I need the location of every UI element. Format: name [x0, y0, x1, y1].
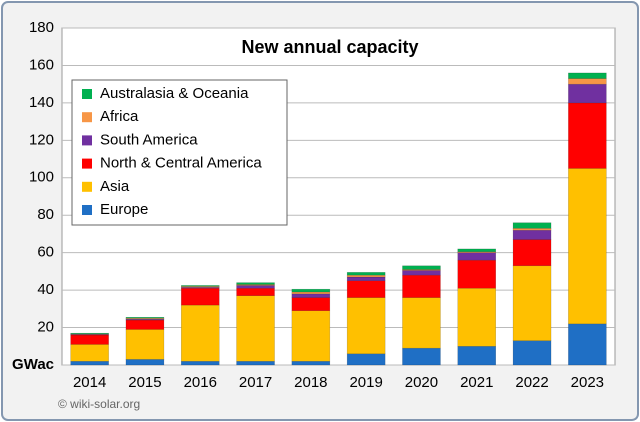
- bar-segment: [291, 297, 331, 311]
- bar-segment: [181, 361, 220, 366]
- bar-segment: [70, 334, 109, 345]
- bar-segment: [346, 274, 386, 278]
- bar-segment: [402, 274, 441, 298]
- y-tick-label: 100: [29, 169, 54, 186]
- bar-segment: [236, 295, 275, 362]
- bar-segment: [291, 293, 331, 298]
- x-tick-label: 2018: [294, 374, 327, 391]
- bar-segment: [125, 317, 165, 320]
- x-tick-label: 2019: [349, 374, 382, 391]
- bar-segment: [512, 229, 552, 240]
- bar-segment: [70, 361, 109, 366]
- bar-segment: [402, 265, 441, 270]
- legend-swatch: [82, 135, 92, 146]
- bar-segment: [70, 332, 109, 335]
- bar-segment: [291, 288, 331, 293]
- bar-segment: [291, 361, 331, 366]
- legend-label: South America: [100, 131, 198, 148]
- bar-segment: [568, 72, 607, 79]
- bar-segment: [125, 329, 165, 360]
- x-tick-label: 2014: [73, 374, 106, 391]
- bar-segment: [457, 252, 496, 261]
- bar-segment: [236, 287, 275, 296]
- chart-title: New annual capacity: [241, 37, 418, 57]
- y-tick-label: 60: [37, 244, 54, 261]
- x-tick-label: 2023: [571, 374, 604, 391]
- x-tick-label: 2021: [460, 374, 493, 391]
- bar-segment: [70, 344, 109, 362]
- bar-segment: [346, 353, 386, 366]
- bar-segment: [291, 291, 331, 295]
- bar-segment: [512, 239, 552, 267]
- bar-segment: [236, 282, 275, 285]
- legend-label: Australasia & Oceania: [100, 85, 249, 102]
- bar-segment: [512, 228, 552, 231]
- bar-segment: [512, 222, 552, 229]
- legend-swatch: [82, 181, 92, 192]
- bar-segment: [568, 83, 607, 104]
- y-tick-label: 20: [37, 319, 54, 336]
- legend-swatch: [82, 89, 92, 99]
- bar-segment: [457, 248, 496, 252]
- legend-swatch: [82, 112, 92, 123]
- legend-label: Africa: [100, 108, 139, 125]
- x-tick-label: 2020: [405, 374, 438, 391]
- y-tick-label: GWac: [12, 356, 54, 373]
- y-tick-label: 160: [29, 56, 54, 73]
- bar-segment: [125, 319, 165, 330]
- y-tick-label: 140: [29, 94, 54, 111]
- y-tick-label: 40: [37, 281, 54, 298]
- bar-segment: [181, 285, 220, 287]
- bar-segment: [236, 361, 275, 366]
- bar-segment: [181, 304, 220, 362]
- credit: © wiki-solar.org: [58, 397, 140, 411]
- x-tick-label: 2016: [184, 374, 217, 391]
- bar-segment: [402, 347, 441, 366]
- x-tick-label: 2022: [515, 374, 548, 391]
- legend-label: Europe: [100, 201, 148, 218]
- bar-segment: [181, 287, 220, 306]
- legend-label: North & Central America: [100, 155, 262, 172]
- bar-segment: [568, 323, 607, 366]
- bar-segment: [457, 259, 496, 289]
- legend-label: Asia: [100, 178, 130, 195]
- bar-segment: [291, 310, 331, 362]
- legend-swatch: [82, 205, 92, 215]
- bar-segment: [181, 286, 220, 288]
- bar-segment: [346, 272, 386, 276]
- y-tick-label: 80: [37, 206, 54, 223]
- bar-segment: [402, 297, 441, 349]
- bar-segment: [125, 359, 165, 366]
- bar-segment: [457, 346, 496, 366]
- legend-swatch: [82, 158, 92, 169]
- bar-segment: [125, 317, 165, 319]
- bar-segment: [402, 270, 441, 276]
- bar-segment: [568, 168, 607, 325]
- bar-segment: [346, 276, 386, 281]
- y-tick-label: 120: [29, 131, 54, 148]
- bar-segment: [568, 78, 607, 85]
- legend-box: [71, 79, 288, 226]
- x-tick-label: 2017: [239, 374, 272, 391]
- bar-segment: [236, 285, 275, 289]
- bar-segment: [457, 287, 496, 347]
- bar-segment: [512, 340, 552, 366]
- y-tick-label: 180: [29, 19, 54, 36]
- bar-segment: [346, 280, 386, 298]
- bar-segment: [346, 297, 386, 355]
- bar-segment: [568, 102, 607, 169]
- bar-segment: [512, 265, 552, 341]
- x-tick-label: 2015: [128, 374, 161, 391]
